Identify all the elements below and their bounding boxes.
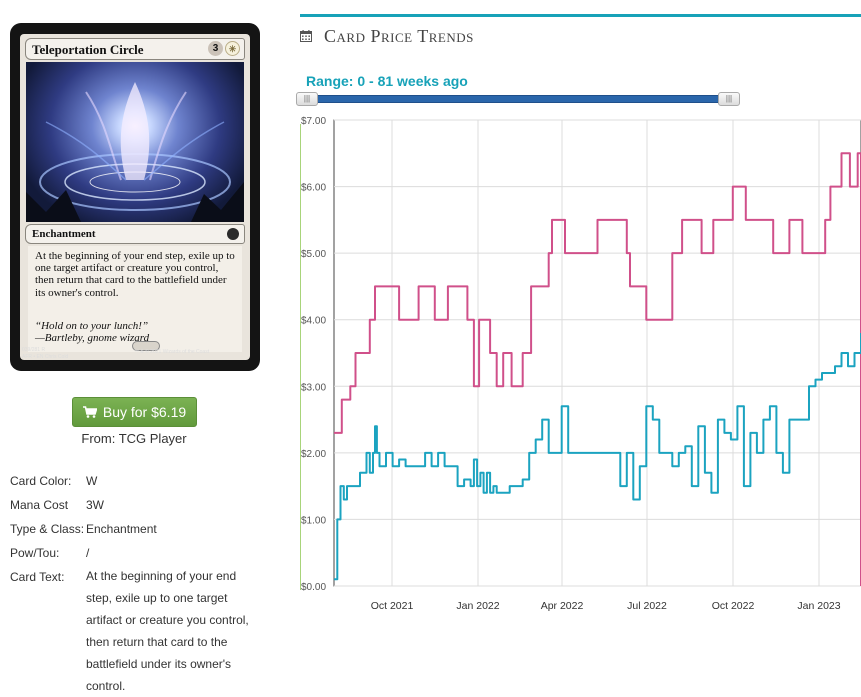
card-image[interactable]: Teleportation Circle 3 ✳ <box>10 23 260 371</box>
buy-button[interactable]: Buy for $6.19 <box>72 397 197 427</box>
slider-handle-end[interactable]: ||| <box>718 92 740 106</box>
card-title-bar: Teleportation Circle 3 ✳ <box>25 38 245 60</box>
card-detail-panel: Teleportation Circle 3 ✳ <box>0 0 280 693</box>
x-tick-label: Apr 2022 <box>541 600 584 612</box>
x-tick-label: Jan 2022 <box>456 600 499 612</box>
card-flavor-text: “Hold on to your lunch!” —Bartleby, gnom… <box>35 320 239 344</box>
detail-label: Card Color: <box>10 474 72 488</box>
white-mana-icon: ✳ <box>225 41 240 56</box>
card-mana-cost: 3 ✳ <box>208 41 240 56</box>
detail-value: Enchantment <box>86 522 157 536</box>
flavor-quote: “Hold on to your lunch!” <box>35 320 149 332</box>
detail-value: 3W <box>86 498 104 512</box>
y-tick-label: $5.00 <box>301 249 326 260</box>
y-tick-label: $7.00 <box>301 116 326 127</box>
price-source: From: TCG Player <box>81 431 187 446</box>
buy-button-label: Buy for $6.19 <box>102 404 187 420</box>
card-type-line: Enchantment <box>32 228 96 240</box>
x-tick-label: Oct 2022 <box>712 600 755 612</box>
detail-value: At the beginning of your end step, exile… <box>86 569 249 693</box>
card-type-bar: Enchantment <box>25 224 245 244</box>
card-art <box>26 62 244 222</box>
price-series-line-1 <box>334 333 861 581</box>
card-collector-number: 039/281 R <box>22 347 46 353</box>
price-series-line-0 <box>334 152 861 586</box>
price-trends-panel: Card Price Trends Range: 0 - 81 weeks ag… <box>296 0 861 620</box>
y-tick-label: $2.00 <box>301 449 326 460</box>
y-tick-label: $1.00 <box>301 515 326 526</box>
card-copyright: ™ & © 2021 Wizards of the Coast <box>134 349 210 355</box>
card-frame: Teleportation Circle 3 ✳ <box>20 34 250 360</box>
detail-label: Card Text: <box>10 570 65 584</box>
section-divider <box>300 14 861 17</box>
slider-handle-start[interactable]: ||| <box>296 92 318 106</box>
y-tick-label: $0.00 <box>301 582 326 593</box>
generic-mana-symbol: 3 <box>208 41 223 56</box>
x-tick-label: Oct 2021 <box>371 600 414 612</box>
slider-track[interactable] <box>304 95 736 103</box>
section-title: Card Price Trends <box>324 26 474 46</box>
shopping-cart-icon <box>82 406 97 418</box>
detail-value: W <box>86 474 98 488</box>
card-rules-text: At the beginning of your end step, exile… <box>35 250 235 299</box>
pt-box <box>132 341 160 351</box>
y-tick-label: $3.00 <box>301 382 326 393</box>
y-tick-label: $4.00 <box>301 316 326 327</box>
price-chart: $0.00 $1.00 $2.00 $3.00 $4.00 $5.00 $6.00 $7.00… <box>300 116 861 612</box>
x-tick-label: Jan 2023 <box>797 600 840 612</box>
card-name: Teleportation Circle <box>32 42 144 57</box>
range-label: Range: 0 - 81 weeks ago <box>306 73 468 89</box>
card-artist: Chris Cold <box>44 354 69 360</box>
y-tick-label: $6.00 <box>301 183 326 194</box>
card-set-line: AFR • EN <box>22 354 44 360</box>
card-illustration <box>26 82 244 222</box>
card-text-box: At the beginning of your end step, exile… <box>28 246 242 352</box>
calendar-icon <box>300 30 312 42</box>
detail-label: Type & Class: <box>10 522 85 536</box>
x-tick-label: Jul 2022 <box>627 600 667 612</box>
set-symbol-icon <box>227 228 239 240</box>
detail-label: Pow/Tou: <box>10 546 60 560</box>
flavor-attribution: —Bartleby, gnome wizard <box>35 332 150 344</box>
range-slider[interactable]: ||| ||| <box>296 92 741 108</box>
detail-value: / <box>86 546 90 560</box>
plot-area <box>333 119 861 587</box>
detail-label: Mana Cost <box>10 498 69 512</box>
